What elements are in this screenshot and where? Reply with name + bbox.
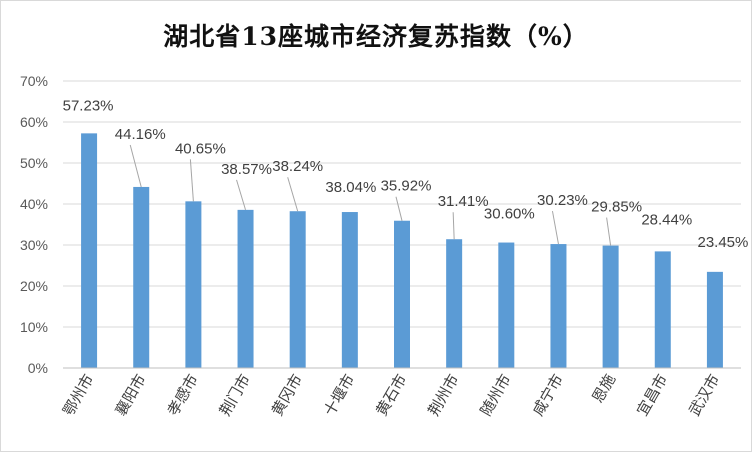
chart-title: 湖北省13座城市经济复苏指数（%） [163, 22, 589, 51]
bar [602, 245, 619, 368]
leader-line [551, 210, 559, 245]
bar [394, 220, 410, 368]
bar [498, 242, 515, 368]
x-tick-label: 宜昌市 [633, 371, 671, 419]
data-label: 35.92% [381, 178, 432, 195]
x-tick-label: 鄂州市 [59, 371, 97, 419]
data-label: 44.16% [115, 126, 166, 143]
y-tick-label: 40% [20, 196, 48, 212]
x-tick-label: 武汉市 [685, 371, 723, 419]
y-tick-label: 70% [20, 73, 48, 89]
data-label: 30.60% [484, 206, 535, 223]
x-tick-label: 黄石市 [372, 371, 410, 419]
y-tick-label: 20% [20, 278, 48, 294]
leader-line [236, 179, 247, 211]
data-label: 38.24% [272, 158, 323, 175]
x-tick-label: 恩施 [588, 371, 619, 406]
bar [237, 209, 254, 368]
x-tick-label: 孝感市 [164, 371, 202, 419]
data-label: 38.57% [221, 161, 272, 178]
x-tick-label: 襄阳市 [112, 371, 150, 419]
bar [341, 212, 358, 368]
bar [550, 244, 567, 368]
bar [185, 201, 202, 368]
y-tick-label: 10% [20, 319, 48, 335]
x-tick-label: 荆州市 [425, 371, 463, 419]
x-tick-label: 咸宁市 [529, 371, 567, 419]
y-tick-label: 0% [28, 360, 48, 376]
x-tick-label: 荆门市 [216, 371, 254, 419]
x-tick-label: 随州市 [477, 371, 515, 419]
data-label: 57.23% [63, 97, 114, 114]
leader-line [606, 217, 612, 246]
leader-line [395, 196, 403, 221]
y-tick-label: 50% [20, 155, 48, 171]
bar [706, 271, 723, 368]
x-tick-label: 十堰市 [320, 371, 358, 419]
leader-line [287, 177, 299, 212]
data-label: 31.41% [438, 193, 489, 210]
x-tick-label: 黄冈市 [268, 371, 306, 419]
data-label: 40.65% [175, 140, 226, 157]
data-label: 38.04% [325, 179, 376, 196]
data-label: 28.44% [641, 211, 692, 228]
y-tick-label: 60% [20, 114, 48, 130]
bar [289, 211, 306, 368]
leader-line [189, 159, 194, 202]
y-tick-label: 30% [20, 237, 48, 253]
data-label: 30.23% [537, 192, 588, 209]
data-label: 29.85% [591, 199, 642, 216]
bar [133, 186, 150, 368]
leader-line [129, 144, 142, 188]
bar [446, 239, 463, 368]
bar [654, 251, 671, 368]
leader-line [452, 212, 455, 240]
data-label: 23.45% [697, 234, 748, 251]
bar [81, 133, 98, 368]
